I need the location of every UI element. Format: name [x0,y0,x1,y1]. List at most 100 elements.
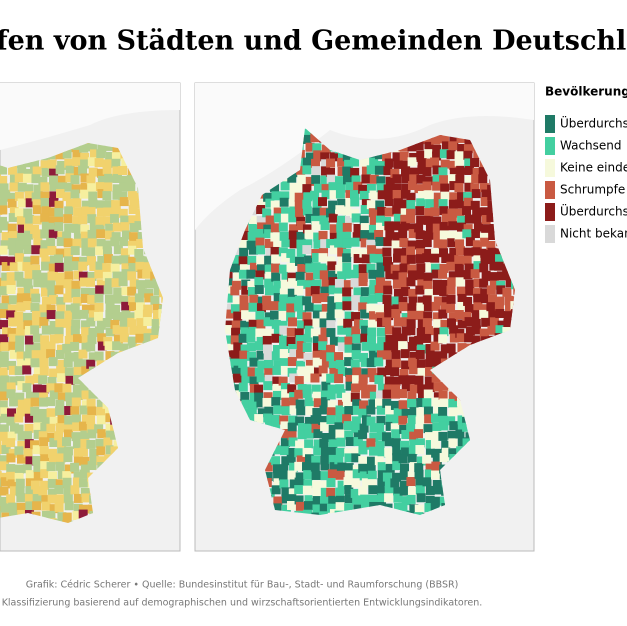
municipality [431,461,441,471]
municipality [64,223,74,233]
municipality [14,173,24,183]
municipality [430,496,440,506]
municipality [360,309,370,319]
municipality [415,445,425,455]
municipality [87,238,97,248]
municipality [384,478,394,488]
municipality [360,333,370,343]
municipality [233,311,243,321]
municipality [431,248,441,258]
municipality [47,376,57,386]
municipality [302,485,312,495]
municipality [375,237,385,247]
municipality [471,325,481,335]
municipality [401,496,411,506]
municipality [0,455,9,465]
municipality [96,456,106,466]
municipality [359,296,369,306]
municipality [337,157,347,167]
municipality [48,229,58,239]
municipality [312,199,322,209]
municipality [30,303,40,313]
municipality [16,293,26,303]
municipality [22,237,32,247]
municipality [464,317,474,327]
municipality [278,302,288,312]
municipality [72,296,82,306]
municipality [62,520,72,523]
municipality [279,349,289,359]
municipality [295,271,305,281]
municipality [439,221,449,231]
municipality [414,504,424,514]
municipality [392,461,402,471]
municipality [414,223,424,233]
municipality [32,270,42,280]
municipality [302,224,312,234]
municipality [432,223,442,233]
municipality [0,320,9,330]
municipality [55,479,65,489]
municipality [17,165,27,175]
municipality [64,501,74,511]
municipality [49,455,59,465]
municipality [473,302,483,312]
municipality [80,224,90,234]
municipality [366,456,376,466]
municipality [414,335,424,345]
municipality [105,445,115,455]
municipality [310,286,320,296]
municipality [80,464,90,474]
municipality [41,501,51,511]
municipality [416,302,426,312]
municipality [161,293,163,303]
municipality [358,486,368,496]
municipality [38,431,48,441]
municipality [302,389,312,399]
municipality [304,325,314,335]
municipality [33,278,43,288]
municipality [38,375,48,385]
municipality [112,341,122,351]
municipality [342,166,352,176]
municipality [464,176,474,186]
municipality [385,421,395,431]
municipality [392,270,402,280]
legend-label: Wachsend [560,139,622,153]
municipality [46,304,56,314]
municipality [72,198,82,208]
municipality [46,341,56,351]
municipality [393,159,403,169]
municipality [479,183,489,193]
municipality [16,216,26,226]
municipality [286,327,296,337]
municipality [144,288,154,298]
municipality [327,447,337,457]
municipality [440,159,450,169]
municipality [358,277,368,287]
municipality [311,158,321,168]
municipality [406,208,416,218]
municipality [47,448,57,458]
municipality [1,262,11,272]
municipality [312,310,322,320]
municipality [294,285,304,295]
municipality [376,405,386,415]
municipality [120,248,130,258]
municipality [273,390,283,400]
municipality [95,285,105,295]
municipality [287,470,297,480]
municipality [271,191,281,201]
municipality [392,174,402,184]
municipality [89,448,99,458]
municipality [407,453,417,463]
municipality [457,405,467,415]
municipality [111,255,121,265]
municipality [399,238,409,248]
municipality [400,463,410,473]
municipality [225,335,232,345]
municipality [350,278,360,288]
municipality [361,254,371,264]
municipality [318,334,328,344]
municipality [326,503,336,513]
